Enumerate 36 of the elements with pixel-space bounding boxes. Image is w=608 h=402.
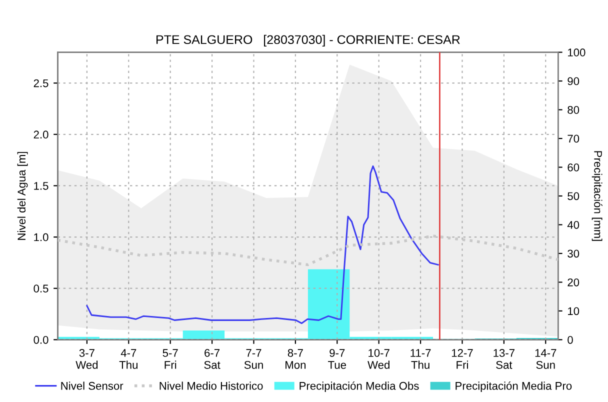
y2-tick-label: 40 [567, 220, 580, 229]
y2-tick-label: 70 [568, 134, 580, 143]
y-tick-label: 0.5 [34, 284, 48, 292]
x-tick-label: 6-7 Sat [204, 349, 220, 369]
y-tick-label: 1.0 [34, 233, 48, 242]
x-tick-label: 5-7 Fri [162, 349, 178, 369]
legend-label: Precipitación Media Obs [300, 382, 419, 392]
x-tick-label: 12-7 Fri [452, 349, 473, 369]
y-tick-label: 1.5 [34, 182, 48, 190]
y2-tick-label: 60 [568, 164, 580, 172]
x-tick-label: 9-7 Tue [328, 349, 346, 369]
x-tick-label: 7-7 Sun [244, 349, 263, 369]
x-tick-label: 4-7 Thu [119, 349, 138, 369]
y2-tick-label: 10 [568, 307, 580, 316]
y-axis-title: Nivel del Agua [m] [17, 152, 28, 240]
x-tick-label: 14-7 Sun [535, 349, 556, 369]
y-tick-label: 2.5 [34, 79, 48, 88]
y2-tick-label: 50 [568, 192, 580, 200]
legend-label: Nivel Medio Historico [160, 382, 263, 390]
y-tick-label: 0.0 [34, 336, 48, 344]
x-tick-label: 13-7 Sat [494, 349, 514, 369]
x-tick-label: 8-7 Mon [286, 349, 306, 369]
y2-tick-label: 80 [568, 106, 580, 114]
legend-label: Precipitación Media Pro [456, 382, 572, 392]
y2-tick-label: 100 [568, 48, 586, 56]
x-tick-label: 11-7 Thu [410, 349, 431, 369]
y2-tick-label: 20 [568, 278, 580, 286]
y2-tick-label: 0 [568, 336, 573, 344]
legend-label: Nivel Sensor [61, 382, 124, 390]
y2-tick-label: 90 [568, 77, 580, 86]
x-tick-label: 3-7 Wed [76, 349, 98, 369]
x-tick-label: 10-7 Wed [368, 349, 390, 369]
y2-axis-title: Precipitación [mm] [592, 151, 602, 241]
chart-title: PTE SALGUERO [28037030] - CORRIENTE: CESAR [156, 34, 460, 47]
y2-tick-label: 30 [568, 250, 580, 258]
y-tick-label: 2.0 [34, 130, 48, 139]
